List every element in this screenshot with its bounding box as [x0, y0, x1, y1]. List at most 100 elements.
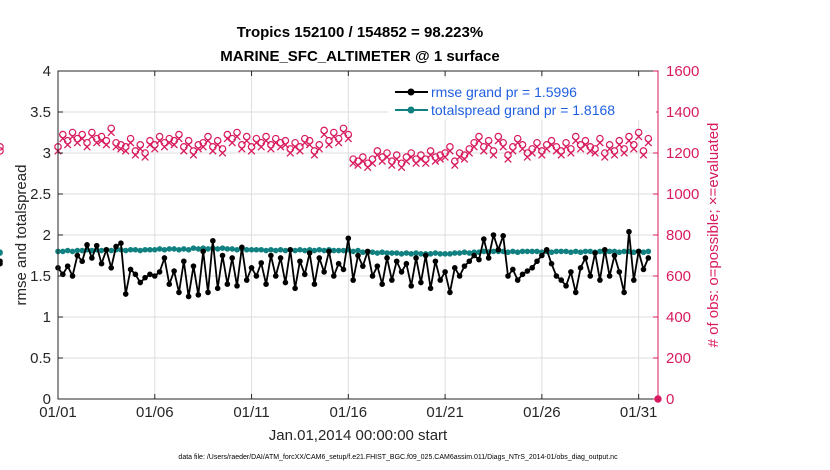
rmse-point: [403, 260, 410, 267]
obs-evaluated-point: [112, 143, 120, 151]
obs-evaluated-point: [504, 155, 512, 163]
totalspread-point: [437, 251, 444, 257]
rmse-point: [171, 268, 177, 274]
rmse-point: [447, 289, 453, 296]
totalspread-point: [234, 246, 240, 253]
obs-evaluated-point: [155, 136, 164, 145]
rmse-point: [234, 283, 240, 289]
obs-evaluated-point: [262, 136, 270, 145]
rmse-point: [456, 273, 463, 279]
rmse-point: [389, 277, 395, 283]
obs-evaluated-point: [305, 141, 314, 149]
obs-evaluated-point: [301, 138, 309, 147]
rmse-point: [292, 285, 298, 292]
rmse-point: [510, 266, 516, 273]
rmse-point: [451, 265, 458, 271]
obs-evaluated-point: [639, 151, 648, 159]
rmse-point: [103, 246, 110, 253]
rmse-point: [631, 277, 637, 283]
totalspread-point: [587, 248, 594, 255]
x-tick-label: 01/11: [233, 404, 269, 421]
obs-evaluated-point: [209, 147, 217, 155]
obs-evaluated-point: [180, 147, 188, 155]
totalspread-point: [645, 248, 652, 255]
totalspread-point: [611, 248, 618, 255]
totalspread-point: [248, 246, 255, 253]
rmse-point: [442, 269, 448, 275]
obs-evaluated-point: [562, 143, 570, 151]
totalspread-point: [142, 246, 148, 253]
obs-evaluated-point: [88, 132, 96, 141]
rmse-point: [200, 248, 206, 255]
rmse-point: [205, 289, 211, 296]
series-layer: [0, 125, 662, 403]
rmse-point: [147, 271, 153, 278]
obs-evaluated-point: [446, 147, 454, 155]
rmse-point: [185, 293, 192, 300]
totalspread-point: [384, 250, 390, 256]
rmse-point: [127, 266, 134, 273]
rmse-point: [113, 243, 119, 250]
rmse-point: [268, 252, 274, 259]
obs-evaluated-point: [368, 159, 377, 168]
totalspread-point: [258, 246, 265, 253]
totalspread-point: [60, 248, 66, 255]
rmse-point: [89, 255, 95, 261]
obs-evaluated-point: [242, 136, 251, 145]
totalspread-point: [127, 246, 134, 253]
rmse-point: [645, 255, 652, 261]
obs-evaluated-point: [480, 147, 488, 155]
rmse-point: [635, 248, 642, 255]
obs-evaluated-point: [83, 143, 91, 151]
y-right-tick-label: 1000: [666, 186, 699, 203]
obs-evaluated-point: [571, 136, 580, 145]
legend: rmse grand pr = 1.5996 totalspread grand…: [388, 78, 656, 120]
rmse-point: [524, 268, 531, 274]
rmse-point: [287, 246, 294, 253]
rmse-point: [505, 273, 511, 279]
rmse-point: [432, 258, 439, 265]
rmse-point: [142, 274, 148, 281]
y-axis-label: rmse and totalspread: [13, 165, 30, 306]
rmse-point: [355, 252, 361, 259]
totalspread-point: [253, 246, 260, 253]
obs-evaluated-point: [397, 163, 406, 172]
rmse-point: [84, 242, 90, 248]
totalspread-point: [369, 249, 376, 256]
y-tick-label: 1.5: [30, 268, 51, 285]
totalspread-point: [418, 251, 424, 257]
chart-title: Tropics 152100 / 154852 = 98.223%: [237, 24, 483, 41]
obs-evaluated-point: [494, 136, 503, 145]
obs-evaluated-point: [407, 153, 415, 161]
x-tick-label: 01/01: [39, 404, 77, 421]
obs-evaluated-point: [170, 141, 178, 149]
y-right-tick-label: 0: [666, 391, 674, 408]
totalspread-point: [79, 247, 85, 254]
totalspread-point: [563, 248, 569, 255]
obs-evaluated-point: [392, 155, 401, 163]
rmse-point: [500, 233, 506, 239]
obs-evaluated-point: [121, 147, 130, 155]
obs-evaluated-point: [557, 151, 565, 159]
obs-evaluated-point: [620, 149, 628, 157]
obs-evaluated-point: [330, 132, 338, 141]
obs-evaluated-point: [484, 141, 493, 149]
legend-rmse-marker: [407, 88, 415, 96]
obs-evaluated-point: [286, 149, 295, 157]
obs-evaluated-point: [605, 145, 614, 153]
obs-evaluated-point: [175, 134, 183, 143]
rmse-point: [384, 255, 390, 261]
rmse-point: [331, 273, 337, 279]
totalspread-point: [340, 247, 347, 254]
obs-possible-point: [0, 143, 4, 151]
rmse-point: [466, 258, 473, 265]
obs-evaluated-point: [204, 136, 212, 145]
y-tick-label: 3.5: [30, 104, 51, 121]
obs-evaluated-point: [63, 141, 72, 149]
totalspread-point: [316, 246, 323, 253]
obs-evaluated-point: [509, 147, 517, 155]
obs-evaluated-point: [567, 149, 575, 157]
obs-evaluated-point: [625, 136, 633, 145]
rmse-point: [422, 252, 429, 259]
rmse-point: [461, 263, 468, 269]
